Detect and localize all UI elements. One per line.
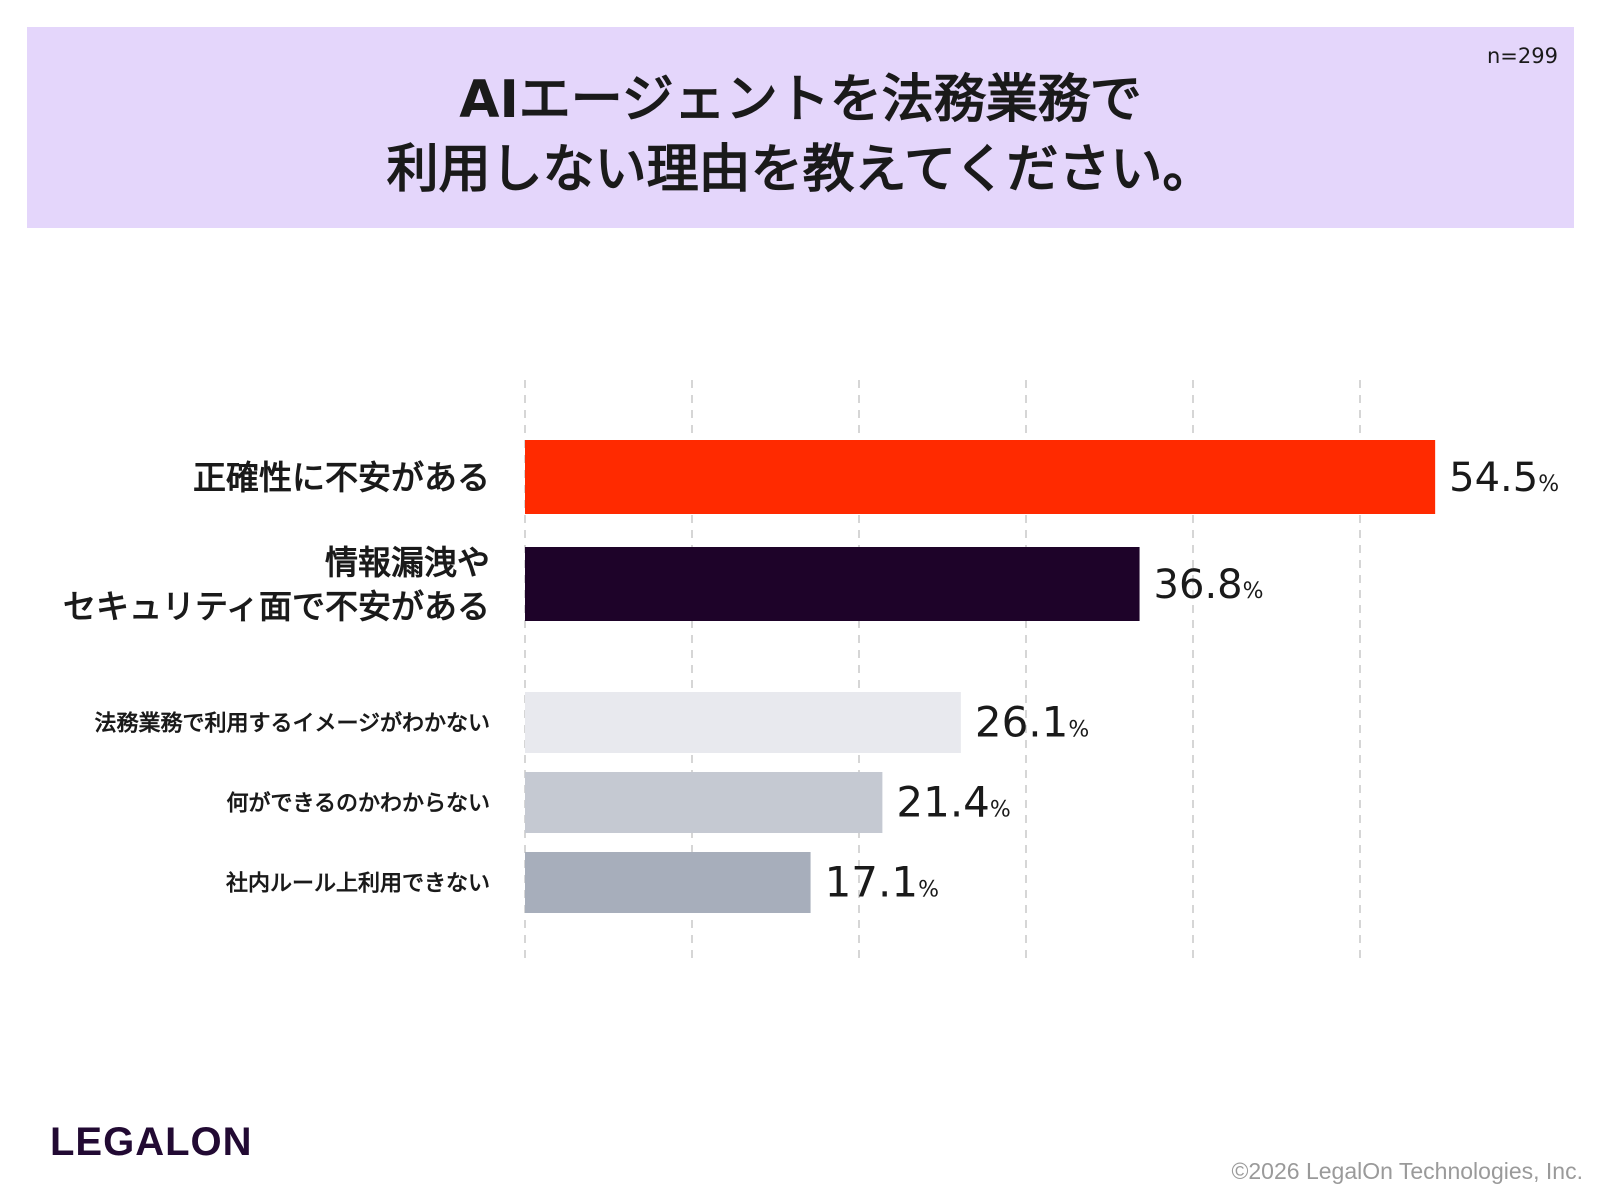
value-label: 21.4% <box>896 778 1010 827</box>
legalon-logo: LEGALON <box>50 1120 253 1164</box>
bar <box>525 440 1436 514</box>
value-label: 36.8% <box>1154 562 1264 608</box>
percent-unit: % <box>1538 472 1559 497</box>
bar <box>525 772 883 833</box>
category-label: 法務業務で利用するイメージがわかない <box>94 710 490 736</box>
copyright: ©2026 LegalOn Technologies, Inc. <box>1231 1158 1583 1184</box>
percent-unit: % <box>1068 718 1089 743</box>
title-line-1: AIエージェントを法務業務で <box>459 70 1142 130</box>
bar <box>525 852 811 913</box>
bar <box>525 547 1140 621</box>
percent-unit: % <box>918 878 939 903</box>
category-label: 正確性に不安がある <box>193 458 490 497</box>
value-label: 17.1% <box>825 858 939 907</box>
title-banner: n=299 AIエージェントを法務業務で 利用しない理由を教えてください。 <box>27 27 1574 228</box>
category-label: 社内ルール上利用できない <box>226 870 490 896</box>
title-line-2: 利用しない理由を教えてください。 <box>386 140 1215 200</box>
value-label: 54.5% <box>1449 455 1559 501</box>
bar <box>525 692 961 753</box>
category-label: 何ができるのかわからない <box>226 790 490 816</box>
value-label: 26.1% <box>975 698 1089 747</box>
category-label: セキュリティ面で不安がある <box>63 587 490 626</box>
sample-size: n=299 <box>1487 44 1558 68</box>
category-label: 情報漏洩や <box>325 543 490 582</box>
percent-unit: % <box>990 798 1011 823</box>
percent-unit: % <box>1243 579 1264 604</box>
page-title: AIエージェントを法務業務で 利用しない理由を教えてください。 <box>27 65 1574 205</box>
